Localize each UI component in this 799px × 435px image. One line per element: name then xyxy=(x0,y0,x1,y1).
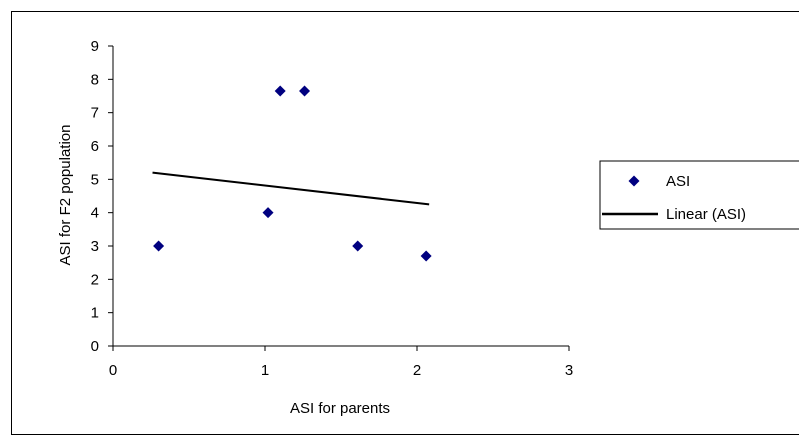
y-tick-label: 6 xyxy=(91,138,99,155)
x-tick-label: 0 xyxy=(109,362,117,379)
y-tick-label: 5 xyxy=(91,171,99,188)
x-tick-label: 1 xyxy=(261,362,269,379)
y-tick-label: 0 xyxy=(91,338,99,355)
y-tick-label: 2 xyxy=(91,271,99,288)
trend-line xyxy=(152,171,430,206)
x-axis-label: ASI for parents xyxy=(290,400,390,417)
axes: 0 1 2 3 4 5 6 7 8 9 0 1 2 3 xyxy=(91,38,574,379)
data-point xyxy=(420,250,432,262)
data-point xyxy=(299,85,311,97)
data-point xyxy=(153,240,165,252)
y-tick-label: 1 xyxy=(91,305,99,322)
data-marks xyxy=(152,85,432,262)
legend-label-asi: ASI xyxy=(666,173,690,190)
data-point xyxy=(274,85,286,97)
y-tick-label: 3 xyxy=(91,238,99,255)
y-tick-label: 8 xyxy=(91,71,99,88)
legend-diamond-marker xyxy=(628,175,640,187)
data-point xyxy=(352,240,364,252)
data-point xyxy=(262,207,274,219)
legend-box xyxy=(599,160,799,230)
legend-label-linear: Linear (ASI) xyxy=(666,206,746,223)
y-tick-label: 7 xyxy=(91,105,99,122)
y-tick-label: 4 xyxy=(91,205,99,222)
x-tick-label: 3 xyxy=(565,362,573,379)
x-tick-label: 2 xyxy=(413,362,421,379)
y-axis-label: ASI for F2 population xyxy=(57,125,74,266)
legend: ASI Linear (ASI) xyxy=(599,160,799,230)
y-tick-label: 9 xyxy=(91,38,99,55)
